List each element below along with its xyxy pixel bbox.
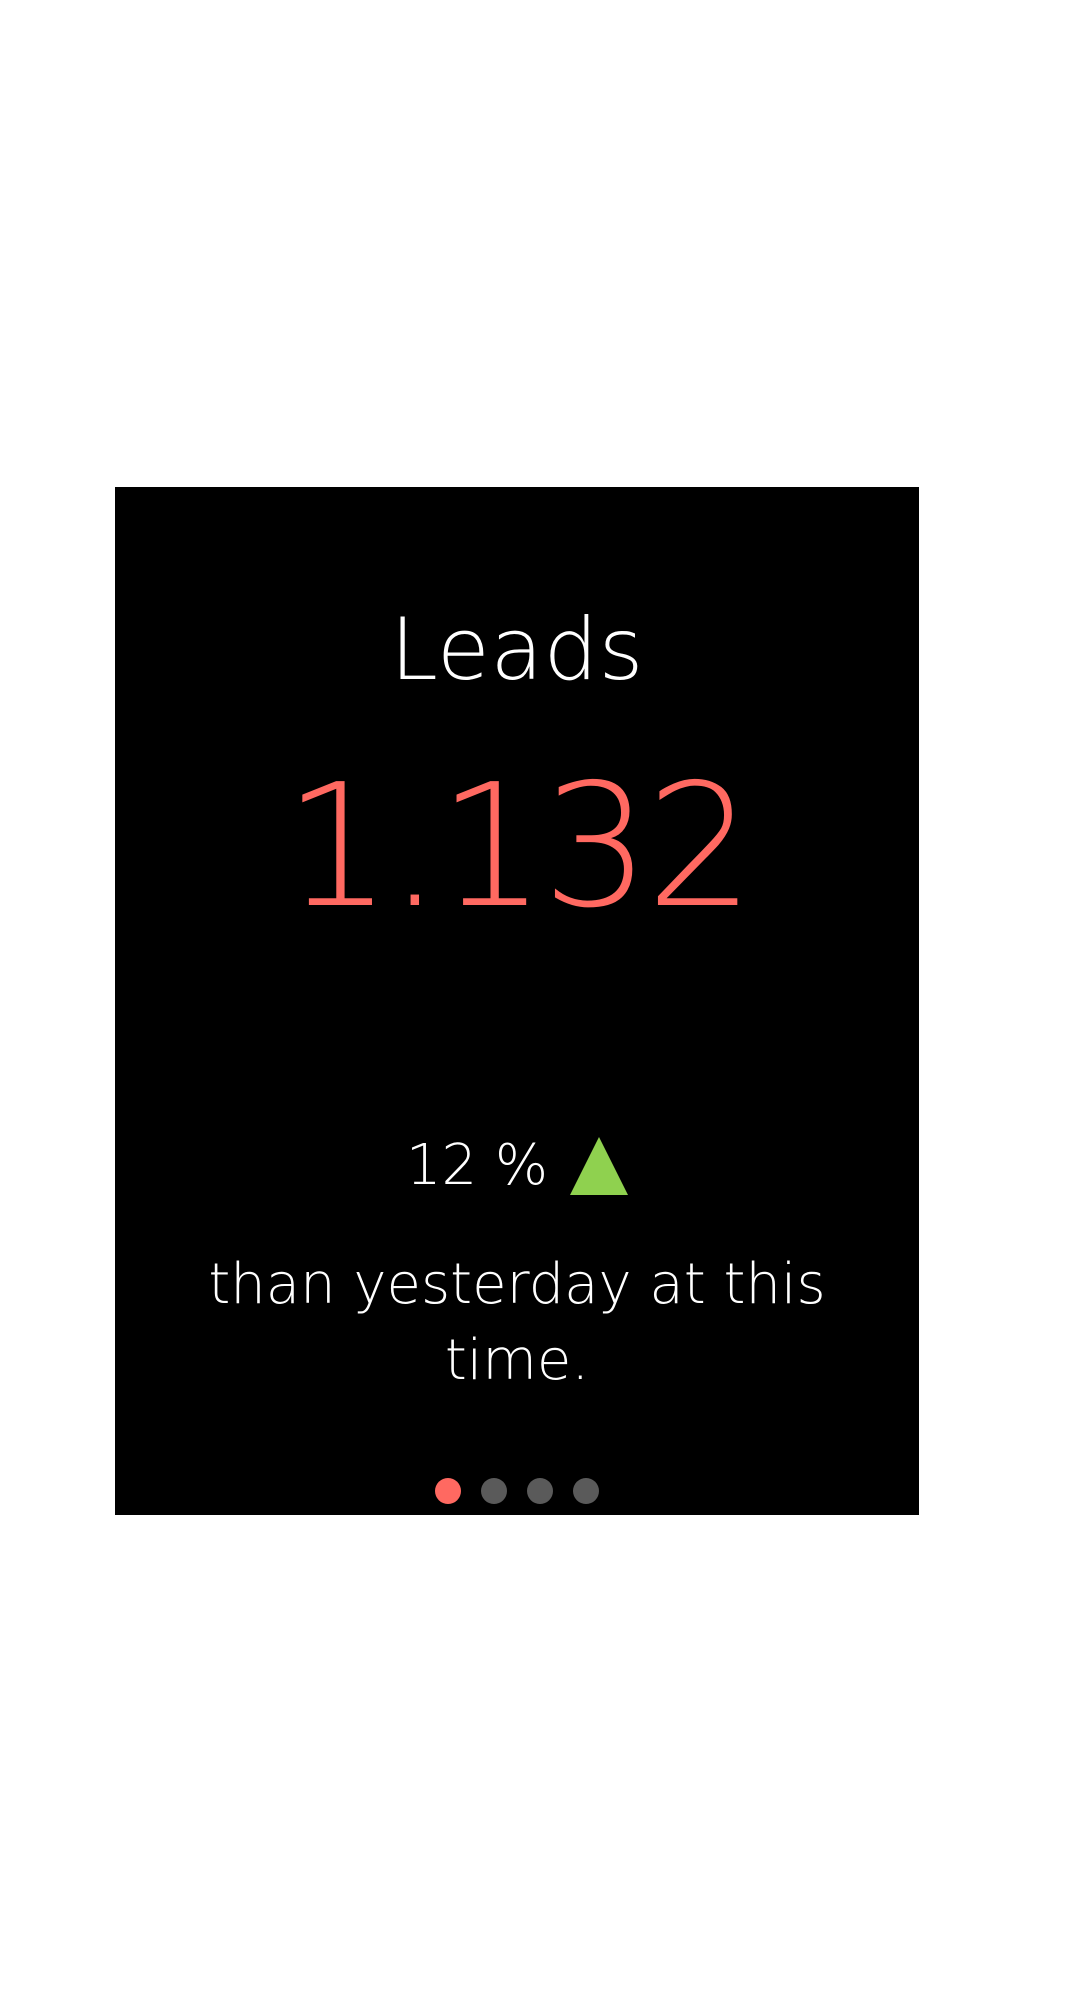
- page-dot-2[interactable]: [481, 1478, 507, 1504]
- watch-screen: Leads 1.132 12 % than yesterday at this …: [115, 487, 919, 1515]
- triangle-up-icon: [570, 1137, 629, 1195]
- page-dot-4[interactable]: [573, 1478, 599, 1504]
- metric-value: 1.132: [283, 748, 755, 946]
- page-dot-3[interactable]: [527, 1478, 553, 1504]
- change-row: 12 %: [115, 1137, 919, 1195]
- metric-title: Leads: [390, 600, 644, 700]
- page-indicator[interactable]: [115, 1478, 919, 1504]
- comparison-caption: than yesterday at this time.: [208, 1252, 826, 1393]
- change-percent: 12 %: [405, 1133, 549, 1198]
- page-dot-1[interactable]: [435, 1478, 461, 1504]
